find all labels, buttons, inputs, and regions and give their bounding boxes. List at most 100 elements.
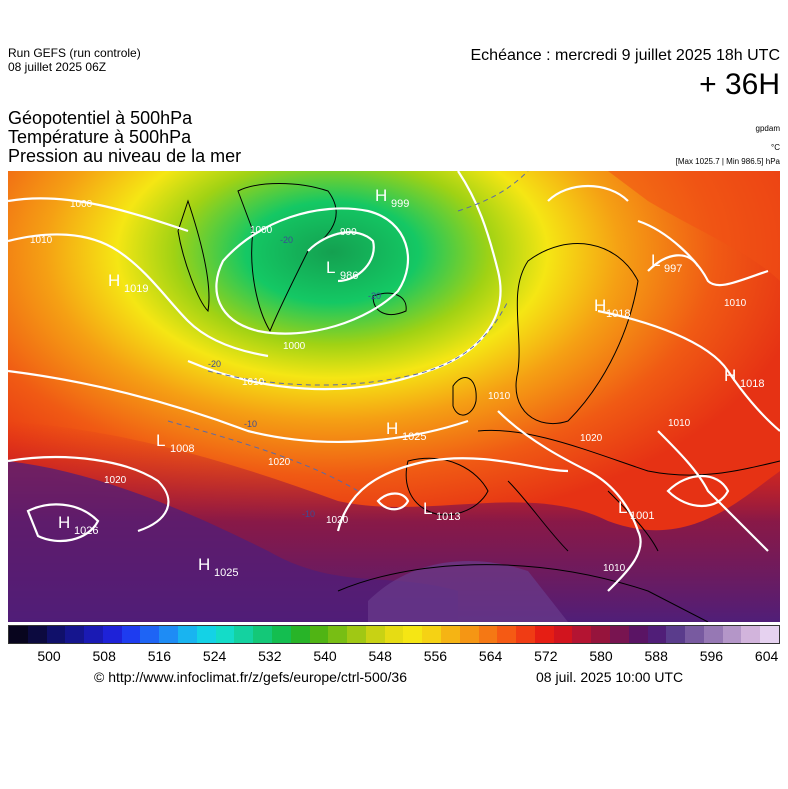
- lead-time: + 36H: [699, 68, 780, 101]
- isobar-label: 1010: [603, 563, 626, 574]
- legend-swatch: [384, 626, 404, 643]
- pressure-center: H 1025: [386, 419, 426, 443]
- legend-tick-label: 596: [699, 648, 724, 664]
- legend-tick-label: 572: [534, 648, 558, 664]
- isotherm-label: -10: [244, 419, 257, 429]
- legend-swatch: [403, 626, 423, 643]
- svg-text:H: H: [594, 296, 606, 315]
- legend-swatch: [9, 626, 28, 643]
- legend-swatch: [271, 626, 291, 643]
- legend-tick-label: 564: [478, 648, 503, 664]
- isobar-label: 1010: [30, 235, 53, 246]
- svg-text:999: 999: [391, 198, 409, 210]
- isobar-label: 1010: [488, 391, 511, 402]
- legend-tick-label: 508: [92, 648, 116, 664]
- map-background: [8, 171, 780, 622]
- legend-swatch: [347, 626, 366, 643]
- legend-swatch: [685, 626, 704, 643]
- legend-tick-label: 588: [644, 648, 668, 664]
- isotherm-label: -10: [302, 509, 315, 519]
- svg-text:1025: 1025: [402, 431, 426, 443]
- unit-celsius: °C: [771, 143, 780, 152]
- legend-swatch: [159, 626, 179, 643]
- isobar-label: 1020: [104, 475, 127, 486]
- legend-swatch: [553, 626, 573, 643]
- isobar-label: 1020: [268, 457, 291, 468]
- legend-swatch: [516, 626, 535, 643]
- legend-swatch: [610, 626, 629, 643]
- pressure-center: L 997: [651, 251, 682, 275]
- pressure-center: H 1019: [108, 271, 148, 295]
- legend-swatch: [722, 626, 742, 643]
- svg-text:H: H: [386, 419, 398, 438]
- isobar-label: 1010: [242, 377, 265, 388]
- legend-swatch: [27, 626, 47, 643]
- legend-swatch: [628, 626, 648, 643]
- unit-pressure-range: [Max 1025.7 | Min 986.5] hPa: [675, 157, 780, 166]
- run-date: 08 juillet 2025 06Z: [8, 60, 107, 74]
- pressure-center: H 999: [375, 186, 409, 210]
- run-label: Run GEFS (run controle): [8, 46, 141, 60]
- pressure-center: H 1025: [198, 555, 238, 579]
- svg-text:1019: 1019: [124, 283, 148, 295]
- isotherm-label: -20: [368, 291, 381, 301]
- legend-swatch: [328, 626, 348, 643]
- isobar-label: 1020: [580, 433, 603, 444]
- legend-swatch: [178, 626, 197, 643]
- svg-text:1026: 1026: [74, 525, 98, 537]
- legend-tick-label: 516: [147, 648, 172, 664]
- legend-tick-label: 500: [37, 648, 61, 664]
- svg-text:L: L: [618, 498, 627, 517]
- legend-swatch: [253, 626, 272, 643]
- svg-text:H: H: [108, 271, 120, 290]
- pressure-center: L 1001: [618, 498, 654, 522]
- svg-text:1025: 1025: [214, 567, 238, 579]
- legend-tick-label: 548: [368, 648, 392, 664]
- legend-swatch: [422, 626, 441, 643]
- legend-tick-label: 532: [258, 648, 282, 664]
- legend-swatch: [309, 626, 329, 643]
- generation-timestamp: 08 juil. 2025 10:00 UTC: [536, 669, 684, 685]
- svg-text:L: L: [651, 251, 660, 270]
- svg-text:H: H: [724, 366, 736, 385]
- isotherm-label: -20: [280, 235, 293, 245]
- legend-tick-label: 556: [423, 648, 448, 664]
- legend-swatch: [46, 626, 66, 643]
- legend-swatch: [196, 626, 216, 643]
- isobar-label: 1010: [724, 298, 747, 309]
- pressure-center: H 1026: [58, 513, 98, 537]
- svg-text:H: H: [375, 186, 387, 205]
- svg-text:L: L: [326, 258, 335, 277]
- isotherm-label: -20: [208, 359, 221, 369]
- source-url[interactable]: © http://www.infoclimat.fr/z/gefs/europe…: [94, 669, 408, 685]
- svg-text:1013: 1013: [436, 511, 460, 523]
- weather-map[interactable]: 1000 1010 1000 990 1000 1010 1010 1020 1…: [8, 171, 780, 622]
- legend-tick-label: 604: [754, 648, 779, 664]
- legend-swatch: [65, 626, 85, 643]
- svg-text:1001: 1001: [630, 510, 654, 522]
- pressure-center: L 986: [326, 258, 358, 282]
- isotherms: [167, 171, 529, 492]
- legend-tick-label: 580: [589, 648, 613, 664]
- svg-text:H: H: [198, 555, 210, 574]
- legend-swatch: [234, 626, 254, 643]
- legend-swatch: [121, 626, 141, 643]
- legend-swatch: [534, 626, 554, 643]
- title-temperature: Température à 500hPa: [8, 127, 192, 147]
- isobar-label: 1020: [326, 515, 349, 526]
- svg-text:1008: 1008: [170, 443, 194, 455]
- title-geopotential: Géopotentiel à 500hPa: [8, 108, 193, 128]
- svg-text:986: 986: [340, 270, 358, 282]
- legend-swatch: [440, 626, 460, 643]
- legend-swatch: [84, 626, 103, 643]
- legend-swatch: [140, 626, 160, 643]
- color-scale-legend: [8, 625, 780, 644]
- run-info: Run GEFS (run controle) 08 juillet 2025 …: [8, 46, 141, 74]
- legend-tick-label: 540: [313, 648, 337, 664]
- legend-swatch: [365, 626, 385, 643]
- legend-swatch: [497, 626, 517, 643]
- unit-gpdam: gpdam: [755, 124, 780, 133]
- legend-swatch: [102, 626, 122, 643]
- legend-swatch: [478, 626, 498, 643]
- svg-text:1018: 1018: [740, 378, 764, 390]
